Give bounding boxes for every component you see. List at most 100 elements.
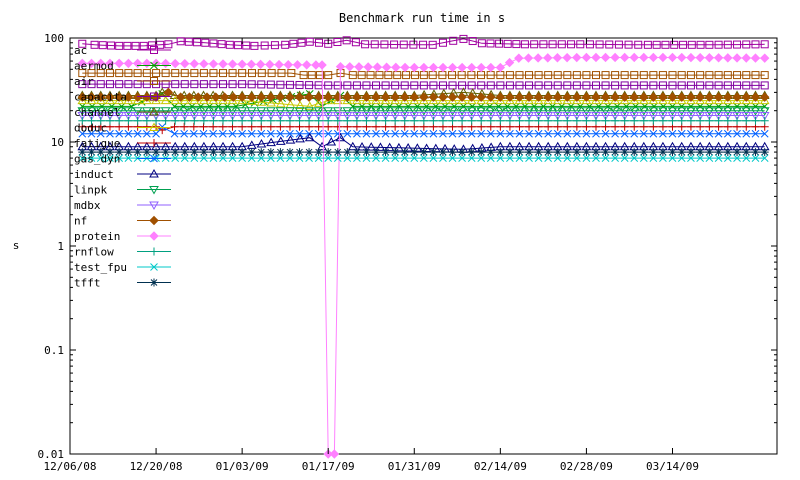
data-point	[544, 148, 553, 157]
data-point	[324, 71, 333, 80]
data-point	[477, 81, 486, 90]
data-point	[246, 107, 257, 116]
data-point	[151, 107, 161, 116]
data-point	[106, 154, 114, 162]
data-point	[600, 92, 611, 102]
legend-entry-nf: nf	[74, 215, 171, 228]
data-point	[582, 81, 591, 90]
data-point	[160, 58, 171, 69]
data-point	[486, 116, 495, 125]
data-point	[352, 148, 361, 157]
data-point	[658, 116, 667, 125]
data-point	[428, 107, 439, 116]
data-point	[705, 40, 714, 49]
data-point	[714, 40, 723, 49]
data-point	[600, 95, 611, 105]
series-line	[82, 93, 765, 108]
data-point	[438, 92, 448, 102]
data-point	[114, 58, 124, 69]
legend-swatch-marker	[150, 247, 158, 256]
data-point	[333, 92, 343, 102]
data-point	[247, 148, 256, 157]
data-point	[132, 58, 143, 69]
data-point	[142, 69, 151, 78]
data-point	[158, 122, 167, 131]
data-point	[179, 111, 190, 121]
data-point	[390, 107, 401, 116]
data-point	[199, 116, 208, 125]
data-point	[614, 40, 623, 49]
data-point	[723, 71, 732, 80]
data-point	[380, 92, 391, 102]
data-point	[412, 143, 423, 152]
data-point	[512, 40, 521, 49]
data-point	[227, 107, 238, 116]
data-point	[687, 154, 695, 162]
data-point	[353, 154, 361, 162]
data-point	[399, 107, 410, 116]
data-point	[601, 71, 610, 80]
data-point	[171, 116, 180, 125]
data-point	[429, 129, 438, 138]
data-point	[381, 148, 390, 157]
data-point	[353, 129, 361, 138]
data-point	[275, 111, 286, 121]
data-point	[276, 116, 285, 125]
data-point	[361, 95, 372, 105]
data-point	[180, 116, 189, 125]
data-point	[342, 111, 353, 121]
data-point	[419, 62, 429, 73]
data-point	[585, 40, 594, 49]
data-point	[175, 92, 186, 102]
data-point	[486, 39, 495, 48]
series-mdbx	[77, 111, 770, 121]
data-point	[544, 116, 553, 125]
data-point	[679, 40, 688, 49]
data-point	[170, 107, 181, 116]
data-point	[276, 129, 285, 138]
legend-entry-test_fpu: test_fpu	[74, 261, 171, 274]
data-point	[611, 116, 620, 125]
data-point	[190, 154, 199, 162]
data-point	[638, 107, 649, 116]
data-point	[238, 80, 247, 89]
data-point	[759, 111, 770, 121]
data-point	[476, 95, 487, 105]
data-point	[305, 81, 314, 90]
data-point	[418, 107, 429, 116]
data-point	[295, 148, 304, 157]
data-point	[610, 52, 620, 63]
legend-label: gas_dyn	[74, 153, 120, 166]
data-point	[314, 98, 324, 107]
data-point	[189, 111, 200, 121]
data-point	[123, 107, 134, 116]
data-point	[563, 81, 572, 90]
data-point	[380, 40, 389, 49]
data-point	[677, 116, 686, 125]
data-point	[634, 40, 643, 49]
data-point	[105, 107, 115, 116]
data-point	[316, 71, 325, 80]
data-point	[732, 53, 742, 63]
data-point	[124, 116, 133, 125]
data-point	[428, 40, 437, 49]
data-point	[630, 81, 639, 90]
chart-title: Benchmark run time in s	[339, 11, 505, 25]
data-point	[361, 111, 372, 121]
data-point	[686, 52, 696, 63]
data-point	[515, 148, 524, 157]
data-point	[275, 92, 286, 102]
data-point	[372, 116, 381, 125]
data-point	[760, 154, 769, 162]
data-point	[438, 116, 447, 125]
data-point	[294, 111, 305, 121]
data-point	[324, 148, 333, 157]
data-point	[705, 148, 714, 157]
data-point	[366, 142, 377, 151]
data-point	[247, 116, 256, 125]
data-point	[333, 116, 342, 125]
data-point	[686, 81, 695, 90]
data-point	[381, 116, 390, 125]
data-point	[201, 38, 210, 47]
data-point	[466, 107, 477, 116]
